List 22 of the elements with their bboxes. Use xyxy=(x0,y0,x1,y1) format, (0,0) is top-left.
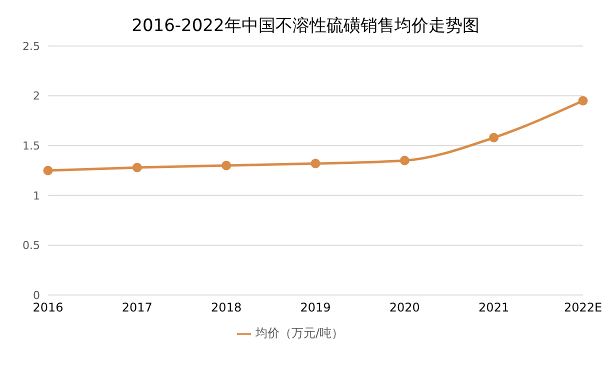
point xyxy=(132,162,142,172)
x-tick-label: 2020 xyxy=(389,300,420,315)
y-tick-label: 1.5 xyxy=(22,140,40,153)
legend-label: 均价（万元/吨） xyxy=(255,326,344,340)
y-tick-label: 0.5 xyxy=(22,239,40,252)
y-tick-label: 2.5 xyxy=(22,40,40,53)
point xyxy=(310,158,320,168)
point xyxy=(400,156,410,166)
x-tick-label: 2018 xyxy=(211,300,242,315)
y-tick-label: 0 xyxy=(33,288,40,302)
point xyxy=(489,132,499,142)
point xyxy=(578,96,588,106)
x-tick-label: 2016 xyxy=(32,300,64,315)
x-tick-label: 2017 xyxy=(122,300,152,315)
y-tick-label: 1 xyxy=(33,189,40,202)
point xyxy=(43,166,53,176)
y-tick-label: 2 xyxy=(33,90,40,103)
point xyxy=(222,160,232,170)
chart-title: 2016-2022年中国不溶性硫磺销售均价走势图 xyxy=(132,16,480,36)
x-tick-label: 2022E xyxy=(564,300,602,315)
x-tick-label: 2019 xyxy=(300,300,331,315)
x-tick-label: 2021 xyxy=(478,300,510,315)
